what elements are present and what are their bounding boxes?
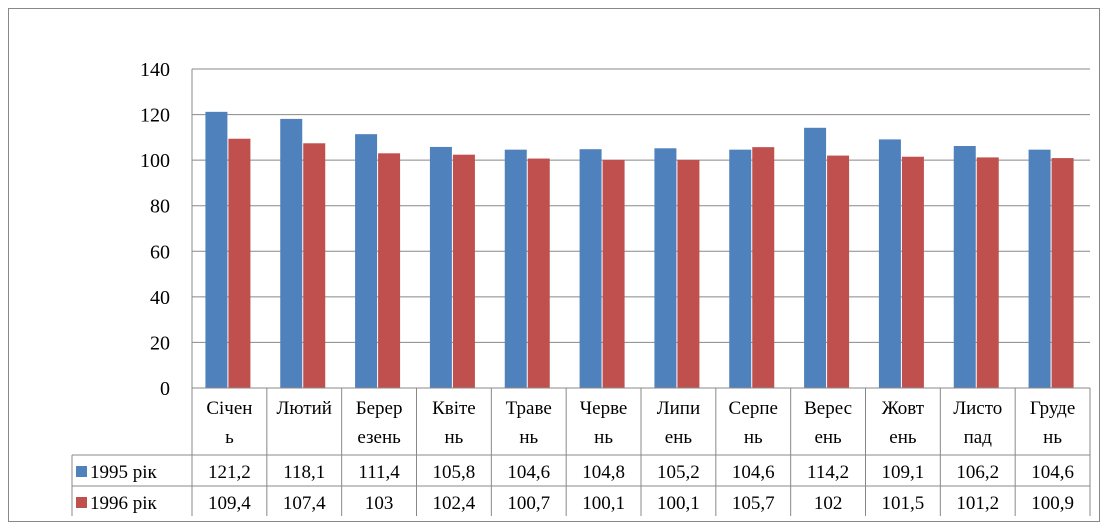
bar-1-6 bbox=[579, 149, 602, 388]
bar-2-4 bbox=[452, 154, 475, 388]
data-table-cell: 100,1 bbox=[582, 493, 625, 514]
bar-2-7 bbox=[677, 159, 700, 388]
y-tick-label: 20 bbox=[150, 332, 170, 354]
bar-1-11 bbox=[953, 146, 976, 388]
data-table-cell: 101,2 bbox=[956, 493, 999, 514]
data-table-cell: 104,6 bbox=[507, 462, 550, 483]
data-table-cell: 101,5 bbox=[882, 493, 925, 514]
data-table-cell: 105,8 bbox=[433, 462, 476, 483]
data-table-cell: 105,2 bbox=[657, 462, 700, 483]
bar-2-10 bbox=[901, 156, 924, 388]
bar-2-5 bbox=[527, 158, 550, 388]
data-table-cell: 114,2 bbox=[807, 462, 849, 483]
data-table-cell: 100,7 bbox=[507, 493, 550, 514]
data-table-cell: 105,7 bbox=[732, 493, 775, 514]
data-table-cell: 121,2 bbox=[208, 462, 251, 483]
data-table-cell: 118,1 bbox=[283, 462, 325, 483]
legend-label: 1995 рік bbox=[90, 462, 158, 483]
legend-label: 1996 рік bbox=[90, 493, 158, 514]
data-table-cell: 111,4 bbox=[358, 462, 400, 483]
category-label: Листо bbox=[953, 398, 1002, 419]
data-table-cell: 104,6 bbox=[732, 462, 775, 483]
bar-1-9 bbox=[804, 127, 827, 388]
category-label: пад bbox=[964, 427, 993, 448]
category-label: Квіте bbox=[432, 398, 476, 419]
data-table-cell: 100,9 bbox=[1031, 493, 1074, 514]
data-table-cell: 100,1 bbox=[657, 493, 700, 514]
bar-2-6 bbox=[602, 159, 625, 388]
bar-2-2 bbox=[303, 143, 326, 388]
bar-1-12 bbox=[1028, 149, 1051, 388]
bar-2-8 bbox=[752, 147, 775, 388]
category-label: Травe bbox=[506, 398, 552, 419]
legend-key-1 bbox=[76, 466, 87, 477]
y-tick-label: 0 bbox=[160, 378, 170, 400]
category-label: Липи bbox=[657, 398, 700, 419]
bar-1-10 bbox=[878, 139, 901, 388]
bar-1-1 bbox=[205, 111, 228, 388]
category-label: нь bbox=[519, 427, 538, 448]
bar-1-8 bbox=[729, 149, 752, 388]
data-table-cell: 104,6 bbox=[1031, 462, 1074, 483]
category-label: Груде bbox=[1030, 398, 1075, 419]
category-label: езень bbox=[357, 427, 401, 448]
bar-1-5 bbox=[504, 149, 527, 388]
bar-1-4 bbox=[429, 146, 452, 388]
data-table-cell: 109,1 bbox=[882, 462, 925, 483]
category-label: ень bbox=[814, 427, 842, 448]
category-label: ень bbox=[665, 427, 693, 448]
category-label: Берер bbox=[356, 398, 403, 419]
bar-1-3 bbox=[355, 134, 378, 388]
bar-2-12 bbox=[1051, 158, 1074, 388]
bar-1-2 bbox=[280, 118, 303, 389]
category-label: Серпе bbox=[729, 398, 778, 419]
data-table-cell: 102 bbox=[814, 493, 843, 514]
y-tick-label: 60 bbox=[150, 241, 170, 263]
category-label: Січен bbox=[206, 398, 252, 419]
y-tick-label: 40 bbox=[150, 287, 170, 309]
bar-2-9 bbox=[827, 155, 850, 388]
category-label: ень bbox=[889, 427, 917, 448]
data-table-cell: 102,4 bbox=[433, 493, 476, 514]
category-label: нь bbox=[744, 427, 763, 448]
legend-key-2 bbox=[76, 497, 87, 508]
category-label: Верес bbox=[804, 398, 852, 419]
data-table-cell: 104,8 bbox=[582, 462, 625, 483]
y-tick-label: 80 bbox=[150, 196, 170, 218]
y-tick-label: 140 bbox=[140, 59, 170, 81]
category-label: нь bbox=[1043, 427, 1062, 448]
category-label: ь bbox=[225, 427, 234, 448]
data-table-cell: 109,4 bbox=[208, 493, 251, 514]
bar-2-11 bbox=[976, 157, 999, 388]
bar-1-7 bbox=[654, 148, 677, 388]
y-tick-label: 120 bbox=[140, 105, 170, 127]
category-label: нь bbox=[444, 427, 463, 448]
data-table-cell: 103 bbox=[365, 493, 394, 514]
data-table-cell: 106,2 bbox=[956, 462, 999, 483]
category-label: Жовт bbox=[882, 398, 925, 419]
bar-2-3 bbox=[378, 153, 401, 388]
bar-2-1 bbox=[228, 138, 251, 388]
y-tick-label: 100 bbox=[140, 150, 170, 172]
category-label: нь bbox=[594, 427, 613, 448]
category-label: Черве bbox=[580, 398, 628, 419]
category-label: Лютий bbox=[277, 398, 332, 419]
data-table-cell: 107,4 bbox=[283, 493, 326, 514]
